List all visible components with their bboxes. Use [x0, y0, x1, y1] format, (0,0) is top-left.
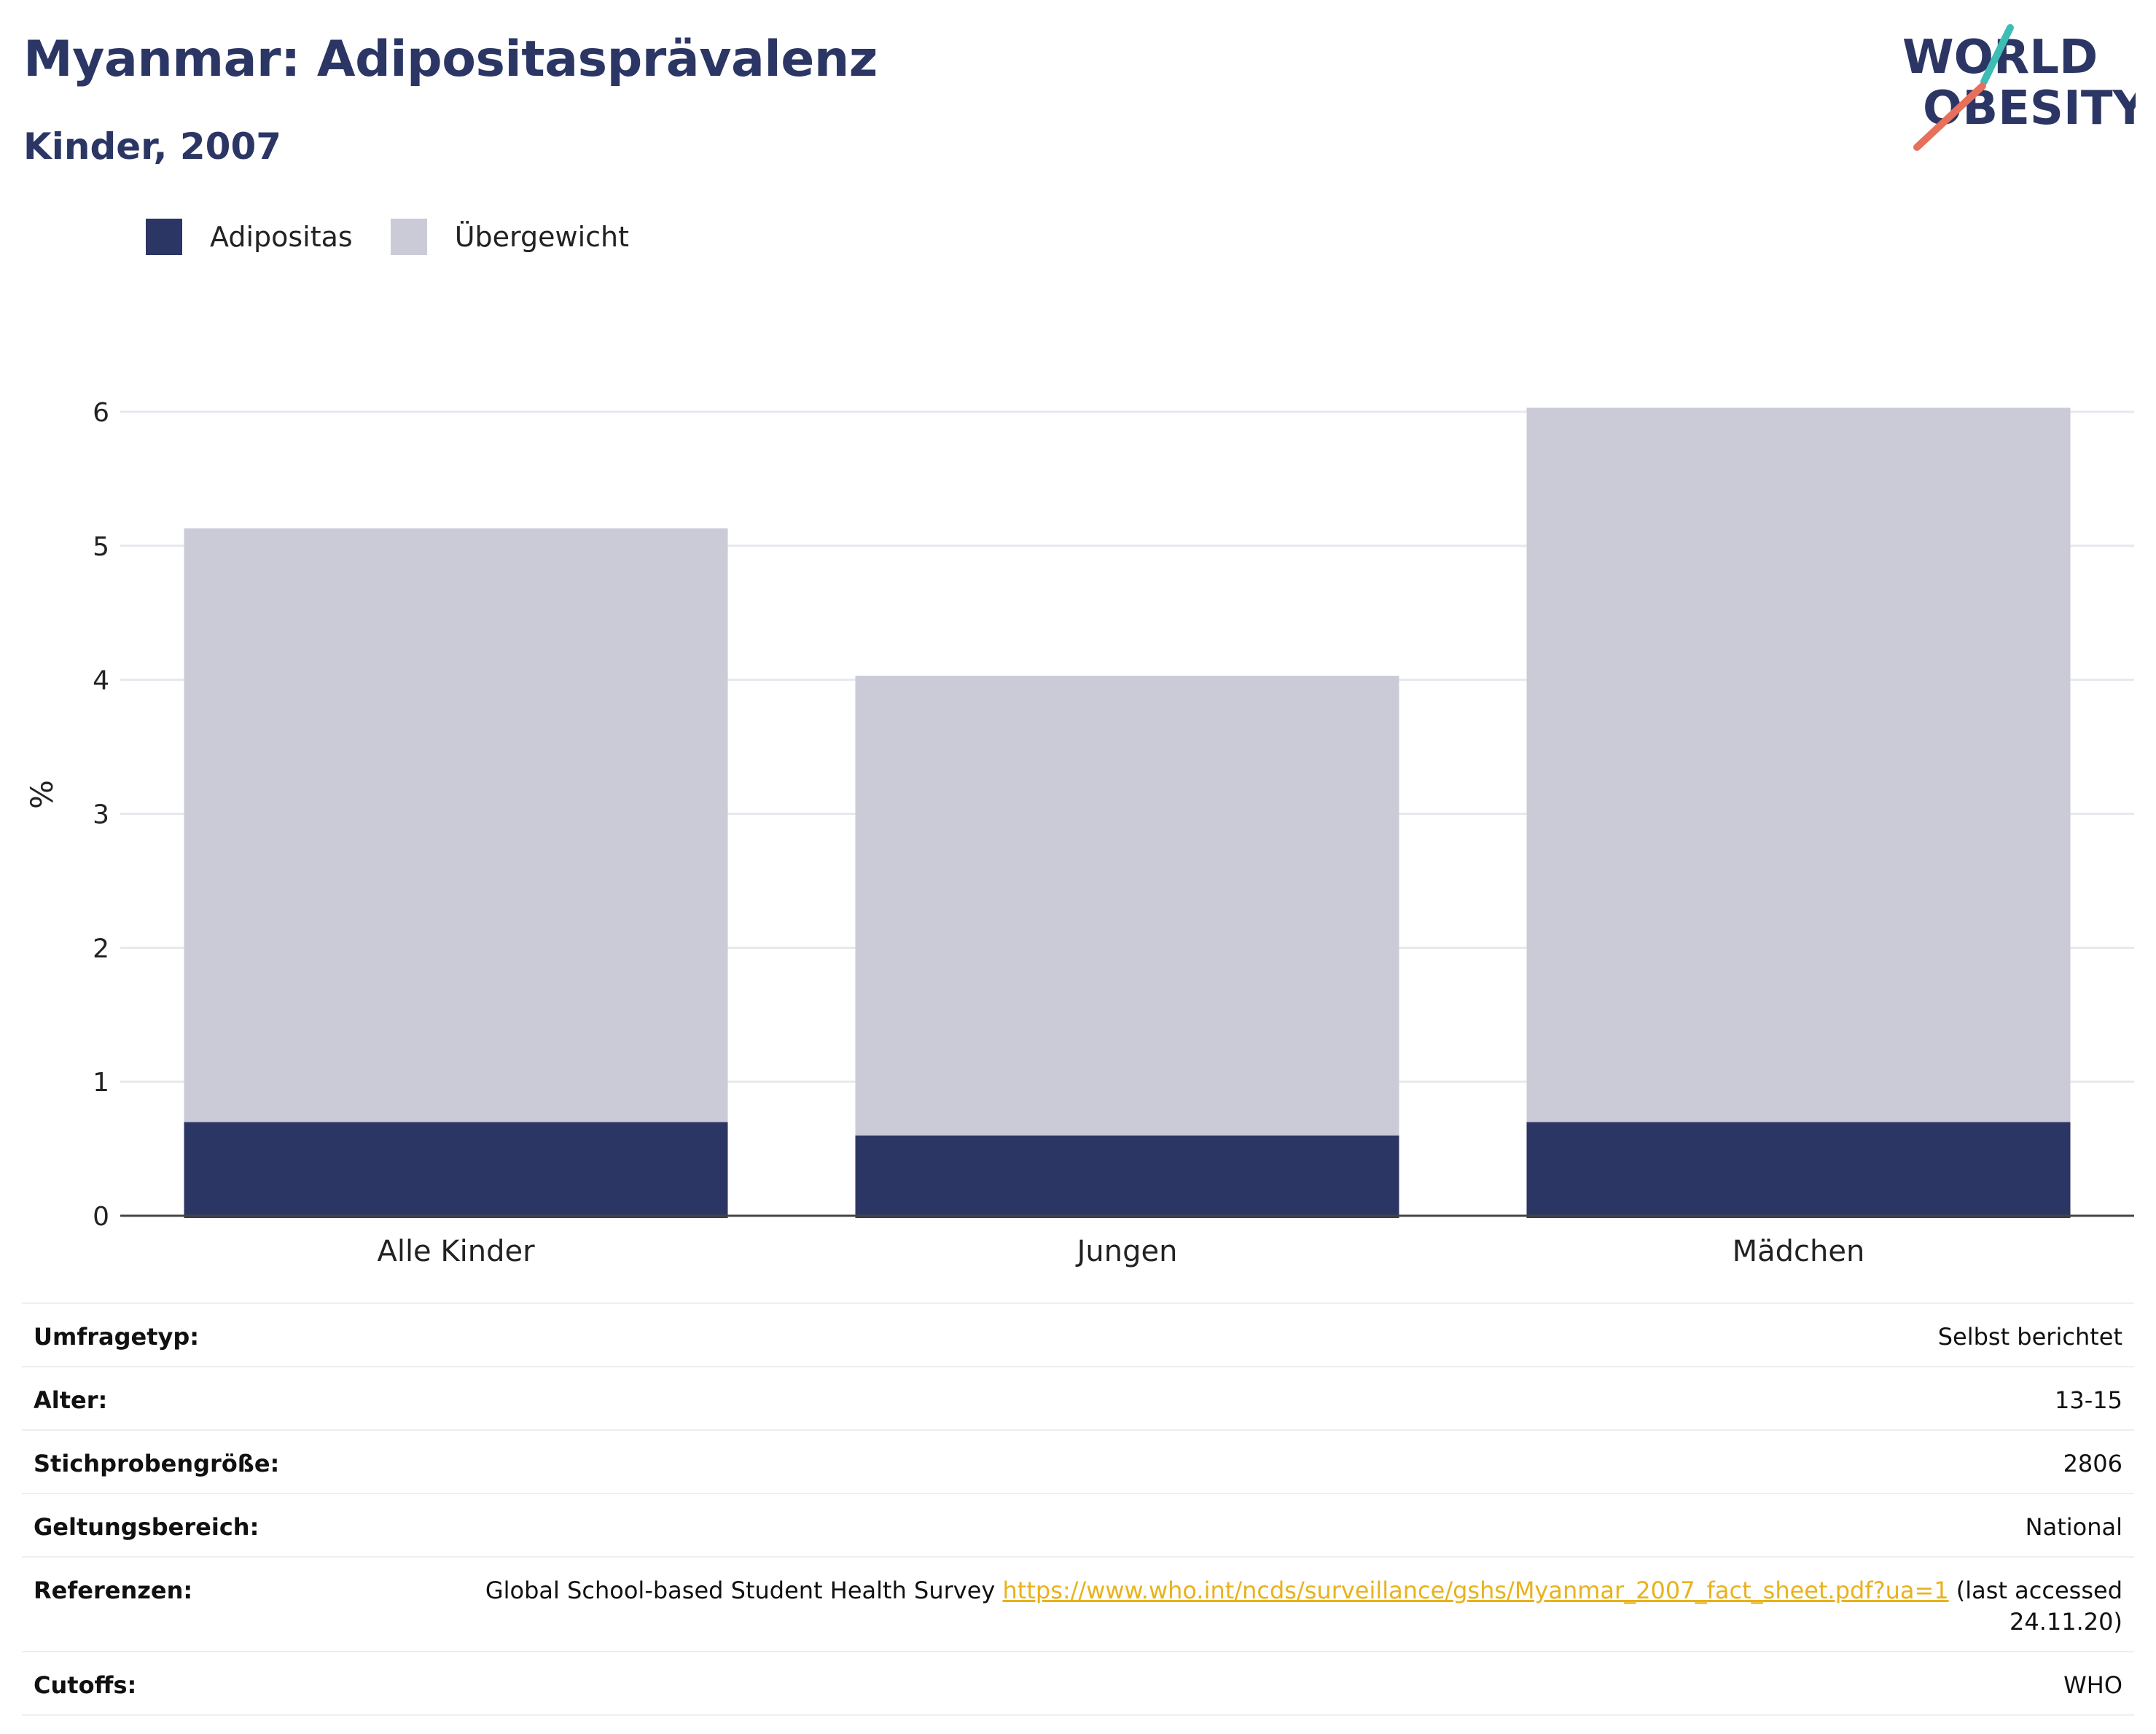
- detail-value: 13-15: [410, 1366, 2134, 1431]
- logo-slash-top: [1980, 24, 2014, 85]
- y-tick-label: 5: [93, 532, 109, 562]
- detail-value: 2806: [410, 1429, 2134, 1494]
- y-tick-label: 0: [93, 1202, 109, 1232]
- chart-title: Myanmar: Adipositasprävalenz: [23, 31, 878, 88]
- legend-item-overweight[interactable]: Übergewicht: [390, 219, 629, 255]
- detail-value: Selbst berichtet: [410, 1303, 2134, 1367]
- detail-value: National: [410, 1493, 2134, 1558]
- references-source: Global School-based Student Health Surve…: [485, 1577, 1003, 1604]
- bar-obesity: [855, 1135, 1399, 1218]
- bar-obesity: [184, 1122, 728, 1218]
- x-category-label: Jungen: [1075, 1235, 1178, 1268]
- y-tick-label: 1: [93, 1068, 109, 1098]
- detail-row-survey-type: Umfragetyp: Selbst berichtet: [22, 1303, 2134, 1367]
- world-obesity-logo: WORLD OBESITY: [1902, 24, 2136, 151]
- detail-key: Stichprobengröße:: [22, 1429, 410, 1494]
- survey-details-table: Umfragetyp: Selbst berichtet Alter: 13-1…: [22, 1303, 2134, 1716]
- x-category-label: Alle Kinder: [377, 1235, 535, 1268]
- y-axis-title: %: [24, 780, 60, 809]
- detail-row-age: Alter: 13-15: [22, 1366, 2134, 1431]
- y-tick-label: 3: [93, 800, 109, 830]
- legend-swatch-overweight: [390, 219, 427, 255]
- references-accessed: (last accessed 24.11.20): [1948, 1577, 2122, 1636]
- bar-overweight: [1526, 407, 2071, 1122]
- references-link[interactable]: https://www.who.int/ncds/surveillance/gs…: [1002, 1577, 1949, 1604]
- detail-key: Geltungsbereich:: [22, 1493, 410, 1558]
- bar-obesity: [1526, 1122, 2071, 1218]
- bar-chart: 0 1 2 3 4 5 6% Alle Kinder Jungen Mädchen: [24, 398, 2134, 1268]
- y-tick-label: 6: [93, 398, 109, 428]
- y-tick-label: 2: [93, 934, 109, 964]
- bar-overweight: [184, 528, 728, 1122]
- references-value: Global School-based Student Health Surve…: [410, 1556, 2134, 1652]
- detail-key: Umfragetyp:: [22, 1303, 410, 1367]
- detail-key: Referenzen:: [22, 1556, 410, 1652]
- chart-legend: Adipositas Übergewicht: [146, 217, 667, 257]
- detail-key: Cutoffs:: [22, 1651, 410, 1716]
- detail-value: WHO: [410, 1651, 2134, 1716]
- detail-row-sample-size: Stichprobengröße: 2806: [22, 1429, 2134, 1494]
- logo-line1: WORLD: [1902, 31, 2098, 85]
- legend-label-obesity: Adipositas: [210, 221, 353, 253]
- legend-swatch-obesity: [146, 219, 182, 255]
- bar-overweight: [855, 676, 1399, 1136]
- chart-subtitle: Kinder, 2007: [23, 125, 282, 168]
- y-tick-label: 4: [93, 666, 109, 696]
- detail-row-references: Referenzen: Global School-based Student …: [22, 1556, 2134, 1652]
- legend-label-overweight: Übergewicht: [454, 221, 629, 253]
- detail-row-scope: Geltungsbereich: National: [22, 1493, 2134, 1558]
- detail-key: Alter:: [22, 1366, 410, 1431]
- detail-row-cutoffs: Cutoffs: WHO: [22, 1651, 2134, 1716]
- legend-item-obesity[interactable]: Adipositas: [146, 219, 353, 255]
- logo-slash-bottom: [1913, 82, 1986, 151]
- x-category-label: Mädchen: [1733, 1235, 1865, 1268]
